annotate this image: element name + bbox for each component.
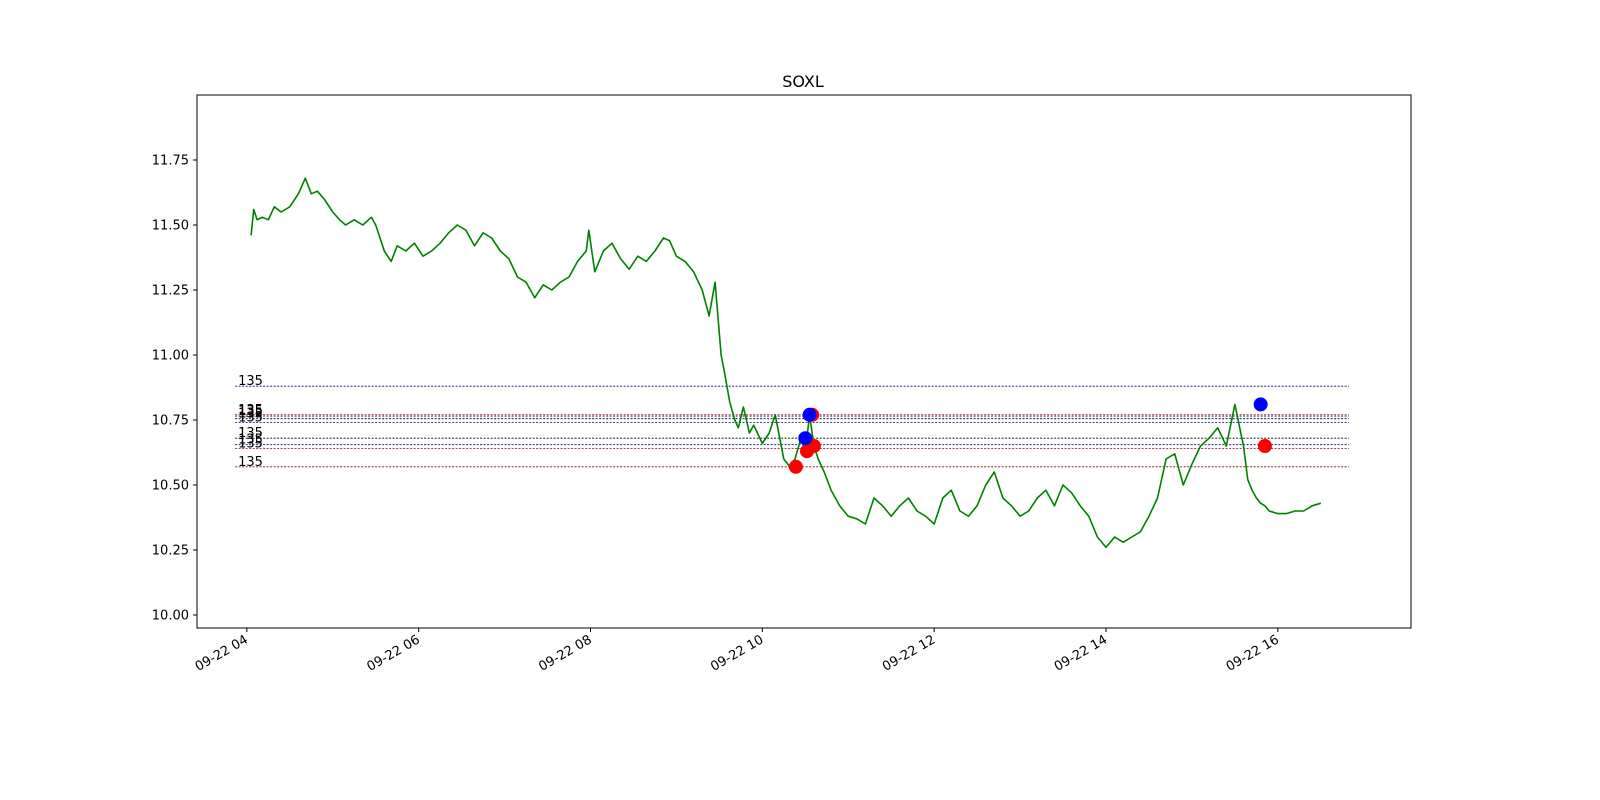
level-label: 135 [238, 437, 263, 452]
sell-marker [1253, 397, 1268, 412]
series-layer [250, 177, 1322, 549]
level-label: 135 [238, 404, 263, 419]
x-tick-label: 09-22 06 [365, 632, 423, 674]
plot-frame [196, 94, 1412, 629]
level-label: 135 [238, 426, 263, 441]
y-axis: 10.00 10.25 10.50 10.75 11.00 11.25 11.50 11.75 [152, 154, 197, 624]
level-label: 135 [238, 411, 263, 426]
y-tick-label: 11.25 [152, 284, 189, 299]
y-tick-label: 10.50 [152, 479, 189, 494]
sell-marker [798, 431, 813, 446]
level-label: 135 [238, 403, 263, 418]
y-tick-label: 10.75 [152, 414, 189, 429]
x-tick-label: 09-22 08 [536, 632, 594, 674]
level-label: 135 [238, 407, 263, 422]
x-tick-label: 09-22 12 [880, 632, 938, 674]
level-label: 135 [238, 433, 263, 448]
buy-marker [788, 459, 803, 474]
price-series-line [250, 177, 1322, 549]
marker-layer [788, 397, 1272, 474]
x-tick-label: 09-22 14 [1052, 632, 1110, 674]
y-tick-label: 11.50 [152, 219, 189, 234]
buy-marker [1257, 439, 1272, 453]
x-tick-label: 09-22 04 [193, 632, 251, 674]
y-tick-label: 10.25 [152, 544, 189, 559]
sell-marker [802, 407, 817, 422]
level-label: 135 [238, 374, 263, 389]
level-label: 135 [238, 455, 263, 470]
x-tick-label: 09-22 10 [708, 632, 766, 674]
y-tick-label: 10.00 [152, 609, 189, 624]
x-tick-label: 09-22 16 [1224, 632, 1282, 674]
y-tick-label: 11.75 [152, 154, 189, 169]
y-tick-label: 11.00 [152, 349, 189, 364]
chart-title: SOXL [782, 72, 824, 91]
x-axis: 09-22 04 09-22 06 09-22 08 09-22 10 09-22 12… [193, 628, 1282, 675]
